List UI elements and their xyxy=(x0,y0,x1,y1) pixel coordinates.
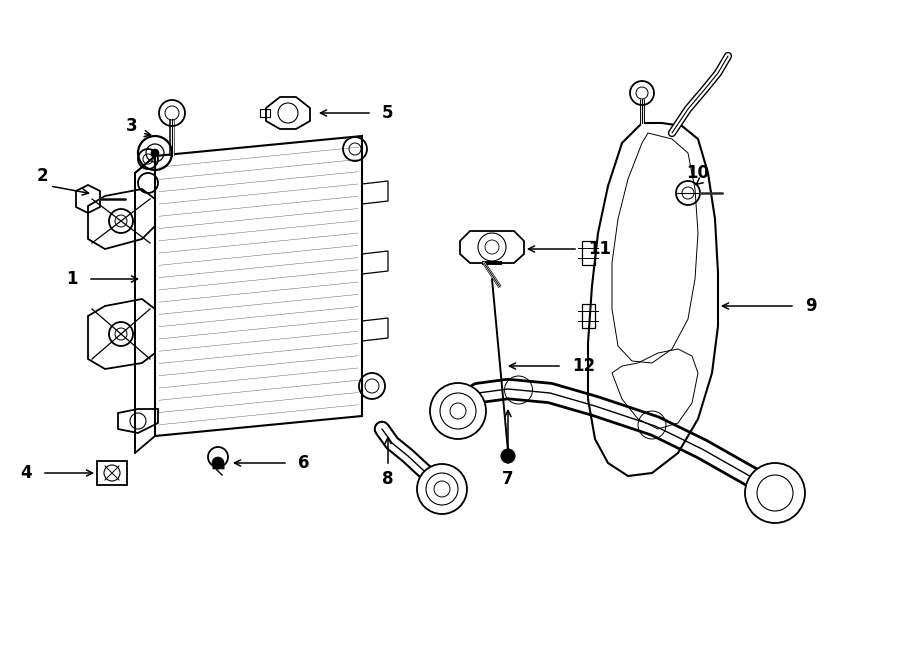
Text: 1: 1 xyxy=(67,270,78,288)
Text: 5: 5 xyxy=(382,104,393,122)
Text: 7: 7 xyxy=(502,470,514,488)
Text: 8: 8 xyxy=(382,470,394,488)
Text: 10: 10 xyxy=(687,164,709,182)
Text: 6: 6 xyxy=(298,454,310,472)
Text: 9: 9 xyxy=(805,297,816,315)
Text: 3: 3 xyxy=(126,117,138,135)
Text: 12: 12 xyxy=(572,357,595,375)
Circle shape xyxy=(501,449,515,463)
Circle shape xyxy=(417,464,467,514)
Text: 4: 4 xyxy=(21,464,32,482)
Circle shape xyxy=(430,383,486,439)
Text: 11: 11 xyxy=(588,240,611,258)
Circle shape xyxy=(745,463,805,523)
Text: 2: 2 xyxy=(36,167,48,185)
Circle shape xyxy=(212,457,224,469)
Circle shape xyxy=(151,149,159,157)
